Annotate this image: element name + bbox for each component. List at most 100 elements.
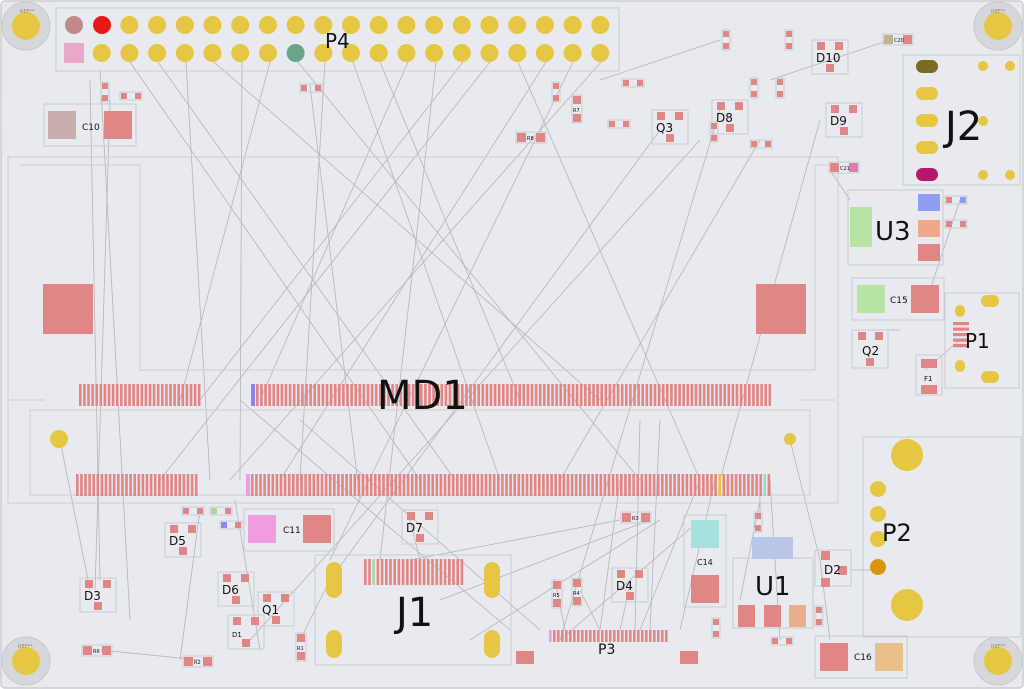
d5-pad-2[interactable]	[188, 525, 196, 533]
u3-pad-2[interactable]	[918, 220, 940, 237]
p3-pin-22[interactable]	[633, 630, 636, 642]
md1-bottom-left-pad-24[interactable]	[174, 474, 177, 496]
md1-bottom-right-pad-53[interactable]	[468, 474, 471, 496]
md1-top-left-pad-26[interactable]	[185, 384, 189, 406]
md1-bottom-right-pad-115[interactable]	[722, 474, 726, 496]
md1-bottom-left-pad-25[interactable]	[178, 474, 182, 496]
md1-bottom-right-pad-4[interactable]	[267, 474, 270, 496]
r1-pad-1[interactable]	[297, 634, 305, 642]
q3-pad-1[interactable]	[657, 112, 665, 120]
md1-bottom-right-pad-104[interactable]	[677, 474, 680, 496]
passive-pad-a-8[interactable]	[751, 79, 757, 85]
md1-top-right-pad-38[interactable]	[411, 384, 415, 406]
md1-bottom-right-pad-15[interactable]	[312, 474, 316, 496]
md1-bottom-right-pad-119[interactable]	[738, 474, 742, 496]
p3-pin-1[interactable]	[549, 630, 552, 642]
md1-bottom-right-pad-45[interactable]	[435, 474, 439, 496]
md1-bottom-right-pad-23[interactable]	[345, 474, 348, 496]
passive-pad-b-0[interactable]	[102, 95, 108, 101]
md1-bottom-right-pad-116[interactable]	[726, 474, 730, 496]
md1-bottom-right-pad-21[interactable]	[337, 474, 340, 496]
md1-top-left-pad-2[interactable]	[87, 384, 90, 406]
md1-top-right-pad-57[interactable]	[489, 384, 493, 406]
md1-top-left-pad-24[interactable]	[177, 384, 180, 406]
md1-bottom-right-pad-22[interactable]	[341, 474, 344, 496]
md1-bottom-right-pad-117[interactable]	[730, 474, 734, 496]
md1-bottom-right-pad-62[interactable]	[505, 474, 508, 496]
md1-top-left-pad-29[interactable]	[197, 384, 201, 406]
d10-pad-1[interactable]	[817, 42, 825, 50]
passive-pad-b-6[interactable]	[723, 43, 729, 49]
md1-top-right-pad-122[interactable]	[756, 384, 759, 406]
md1-bottom-right-pad-69[interactable]	[533, 474, 537, 496]
d10-pad-2[interactable]	[835, 42, 843, 50]
md1-top-right-pad-0[interactable]	[256, 384, 259, 406]
md1-bottom-right-pad-63[interactable]	[509, 474, 512, 496]
c20-pad-2[interactable]	[903, 35, 912, 44]
p3-pin-16[interactable]	[609, 630, 612, 642]
p2-hole-large-top[interactable]	[891, 439, 923, 471]
md1-top-right-pad-21[interactable]	[342, 384, 345, 406]
p4-pin-top-17[interactable]	[508, 16, 527, 34]
md1-top-right-pad-77[interactable]	[571, 384, 575, 406]
md1-top-right-pad-63[interactable]	[514, 384, 517, 406]
passive-pad-b-3[interactable]	[637, 80, 643, 86]
r6-pad-1[interactable]	[83, 646, 92, 655]
md1-top-right-pad-107[interactable]	[694, 384, 698, 406]
passive-pad-a-20[interactable]	[816, 607, 822, 613]
md1-bottom-left-pad-29[interactable]	[194, 474, 198, 496]
md1-top-right-pad-84[interactable]	[600, 384, 603, 406]
md1-top-right-pad-54[interactable]	[477, 384, 480, 406]
p4-pin-bottom-18[interactable]	[535, 44, 554, 62]
md1-top-right-pad-108[interactable]	[698, 384, 702, 406]
md1-bottom-left-pad-0[interactable]	[76, 474, 79, 496]
md1-bottom-left-pad-14[interactable]	[133, 474, 136, 496]
p4-pin-top-9[interactable]	[286, 16, 305, 34]
md1-bottom-right-pad-61[interactable]	[501, 474, 504, 496]
md1-top-special-pad[interactable]	[251, 384, 255, 406]
md1-bottom-right-pad-91[interactable]	[624, 474, 627, 496]
md1-top-right-pad-79[interactable]	[579, 384, 583, 406]
u1-pad-2[interactable]	[764, 605, 781, 627]
p4-pin-top-18[interactable]	[535, 16, 554, 34]
md1-bottom-right-pad-105[interactable]	[681, 474, 685, 496]
md1-bottom-left-pad-2[interactable]	[84, 474, 87, 496]
md1-bottom-right-pad-40[interactable]	[415, 474, 418, 496]
f1-pad-2[interactable]	[921, 385, 937, 394]
d1-pad-3[interactable]	[242, 639, 250, 647]
md1-bottom-right-pad-101[interactable]	[665, 474, 668, 496]
md1-bottom-right-pad-95[interactable]	[640, 474, 644, 496]
j1-pin-4[interactable]	[376, 559, 380, 585]
j1-pin-9[interactable]	[397, 559, 401, 585]
md1-bottom-right-pad-68[interactable]	[529, 474, 533, 496]
md1-top-right-pad-33[interactable]	[391, 384, 394, 406]
md1-top-left-pad-15[interactable]	[140, 384, 144, 406]
md1-top-right-pad-72[interactable]	[551, 384, 554, 406]
p4-pin-bottom-19[interactable]	[563, 44, 582, 62]
j1-pin-8[interactable]	[393, 559, 396, 585]
passive-pad-a-12[interactable]	[946, 197, 952, 203]
p3-pin-18[interactable]	[617, 630, 620, 642]
md1-bottom-right-pad-81[interactable]	[583, 474, 586, 496]
md1-top-right-pad-6[interactable]	[280, 384, 284, 406]
md1-top-left-pad-18[interactable]	[152, 384, 156, 406]
r8-pad-1[interactable]	[517, 133, 526, 142]
p3-mount-pad-2[interactable]	[680, 651, 698, 664]
passive-pad-a-5[interactable]	[609, 121, 615, 127]
md1-top-right-pad-69[interactable]	[538, 384, 542, 406]
md1-bottom-right-pad-14[interactable]	[308, 474, 311, 496]
j1-pin-17[interactable]	[431, 559, 434, 585]
md1-top-right-pad-75[interactable]	[563, 384, 567, 406]
p4-pin-top-12[interactable]	[369, 16, 388, 34]
p4-pin-top-15[interactable]	[452, 16, 471, 34]
j1-pin-3[interactable]	[372, 559, 375, 585]
md1-top-right-pad-83[interactable]	[596, 384, 599, 406]
p4-pin-bottom-11[interactable]	[342, 44, 360, 62]
u3-pad-large[interactable]	[850, 207, 872, 247]
md1-bottom-right-pad-12[interactable]	[300, 474, 303, 496]
c15-pad-1[interactable]	[857, 285, 885, 313]
p1-shield-2[interactable]	[981, 371, 999, 383]
md1-bottom-left-pad-11[interactable]	[121, 474, 124, 496]
md1-top-left-pad-13[interactable]	[132, 384, 135, 406]
p4-pin-top-20[interactable]	[591, 16, 610, 34]
